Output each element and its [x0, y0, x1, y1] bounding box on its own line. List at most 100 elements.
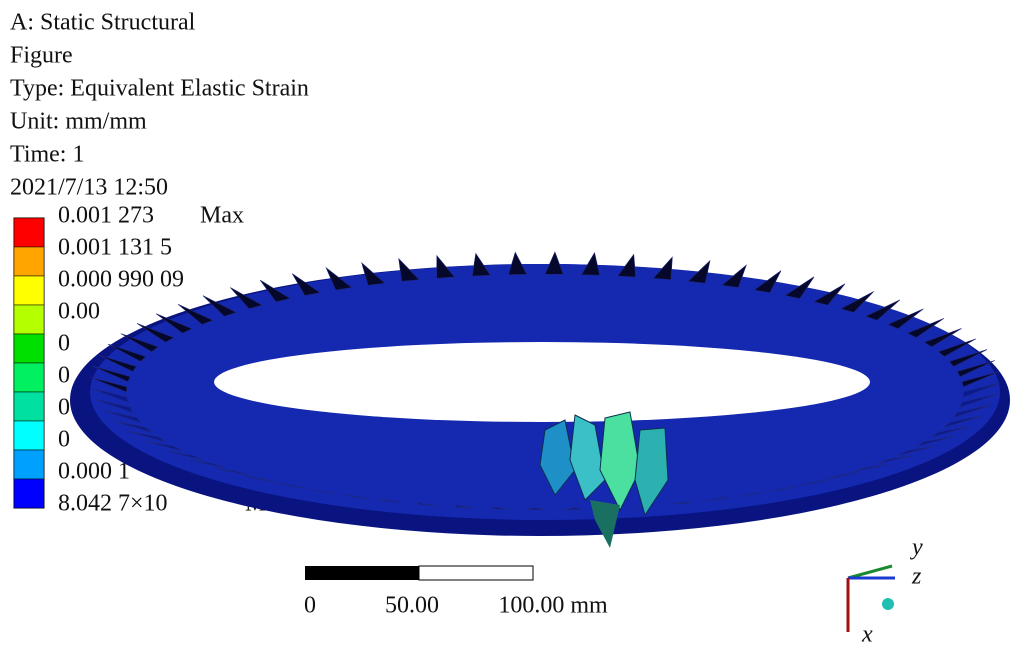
legend-swatch: [13, 304, 45, 335]
gear-tooth: [343, 494, 369, 500]
triad-label: z: [911, 564, 922, 590]
gear-tooth: [864, 299, 901, 321]
gear-tooth: [190, 459, 225, 468]
gear-tooth: [944, 415, 982, 428]
legend-max: Max: [200, 203, 244, 229]
legend-swatch: [13, 333, 45, 364]
hotspot-tooth: [599, 411, 641, 512]
gear-tooth: [308, 489, 336, 495]
scale-label: 100.00 mm: [498, 593, 608, 619]
gear-tooth: [952, 404, 992, 419]
gear-tooth: [799, 479, 830, 486]
legend-swatch: [13, 449, 45, 480]
gear-tooth: [544, 251, 564, 275]
legend-swatch: [13, 275, 45, 306]
gear-tooth: [827, 472, 860, 480]
triad-label: x: [861, 622, 873, 648]
gear-tooth: [580, 251, 601, 276]
gear-tooth: [216, 468, 250, 476]
gear-tooth: [526, 507, 546, 511]
gear-tooth: [853, 464, 888, 472]
triad-y: [847, 564, 893, 580]
legend-swatch: [13, 391, 45, 422]
legend-label: 0: [58, 427, 70, 453]
triad-origin: [882, 598, 894, 610]
gear-tooth: [230, 287, 263, 310]
gear-tooth: [923, 328, 962, 348]
legend-label: 0: [58, 395, 70, 421]
gear-teeth: [89, 251, 1001, 511]
gear-tooth: [956, 360, 995, 378]
gear-tooth: [146, 441, 183, 452]
gear-tooth: [259, 279, 291, 303]
scale-segment: [418, 565, 534, 581]
gear-tooth: [89, 376, 128, 393]
hotspot-tooth: [634, 427, 669, 517]
gear-tooth: [291, 273, 321, 296]
gear-tooth: [897, 446, 935, 456]
gear-tooth: [90, 388, 129, 403]
gear-tooth: [721, 264, 747, 288]
gear-tooth: [962, 382, 1001, 398]
gear-tooth: [931, 426, 970, 438]
gear-tooth: [398, 257, 420, 282]
gear-tooth: [102, 410, 142, 424]
gear-tooth: [670, 500, 692, 505]
gear-tooth: [361, 261, 386, 286]
header-line: 2021/7/13 12:50: [10, 175, 168, 201]
gear-tooth: [617, 253, 636, 278]
gear-tooth: [687, 259, 711, 284]
triad-label: y: [910, 535, 923, 561]
gear-tooth: [379, 499, 402, 503]
legend-label: 0.001 273: [58, 203, 154, 229]
gear-tooth: [769, 486, 798, 492]
gear-tooth: [244, 475, 277, 483]
gear-tooth: [114, 420, 152, 433]
gear-tooth: [202, 295, 238, 317]
hotspot-tooth: [539, 419, 576, 496]
header: A: Static Structural Figure Type: Equivale…: [10, 10, 309, 201]
gear-tooth: [876, 455, 912, 464]
hotspot-tooth: [590, 500, 620, 548]
header-line: Type: Equivalent Elastic Strain: [10, 76, 309, 102]
gear-tooth: [92, 365, 131, 383]
header-line: Figure: [10, 43, 73, 69]
legend-label: 0.00: [58, 299, 100, 325]
legend-label: 0: [58, 363, 70, 389]
scale-bar: 0 50.00 100.00 mm: [304, 565, 608, 619]
gear-tooth: [453, 505, 473, 509]
legend-label: 0: [58, 331, 70, 357]
gear-tooth: [166, 450, 203, 460]
scale-label: 50.00: [385, 593, 439, 619]
gear-tooth: [490, 506, 509, 510]
gear-tooth: [177, 304, 214, 325]
gear-tooth: [108, 343, 147, 362]
gear-tooth: [840, 291, 874, 313]
gear-tooth: [136, 323, 175, 343]
gear-tooth: [155, 313, 193, 334]
gear-tooth: [753, 270, 782, 294]
legend-label: 0.001 131 5: [58, 235, 172, 261]
gear-tooth: [128, 431, 166, 443]
gear-tooth: [416, 502, 437, 507]
hotspot-tooth: [569, 414, 606, 501]
gear-tooth: [961, 371, 1000, 388]
gear-tooth: [436, 254, 455, 279]
gear-tooth: [508, 251, 528, 275]
gear-tooth: [916, 436, 954, 447]
legend-label: 0.000 1: [58, 459, 130, 485]
scale-segment: [305, 566, 419, 580]
legend-swatch: [13, 217, 45, 248]
header-line: A: Static Structural: [10, 10, 196, 36]
legend-swatch: [13, 420, 45, 451]
gear-tooth: [471, 252, 491, 277]
gear-tooth: [563, 507, 582, 510]
gear-tooth: [95, 399, 134, 413]
header-line: Unit: mm/mm: [10, 109, 147, 135]
strain-hotspot: [539, 411, 669, 548]
legend-label: 0.000 990 09: [58, 267, 184, 293]
gear-tooth: [948, 349, 988, 367]
gear-tooth: [325, 266, 353, 291]
legend-swatch: [13, 478, 45, 509]
